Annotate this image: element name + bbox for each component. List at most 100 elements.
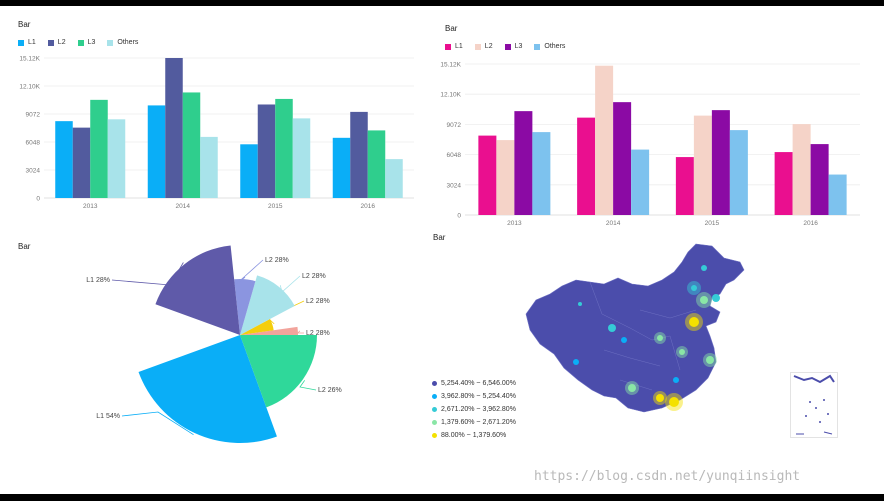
bottom-border — [0, 494, 884, 501]
bar2-xtick-label: 2016 — [803, 220, 818, 227]
bar2-ytick-label: 0 — [457, 213, 461, 220]
bar1-xtick-label: 2015 — [268, 203, 283, 210]
map-title: Bar — [433, 233, 446, 242]
bar1-legend-label: Others — [117, 39, 139, 46]
map-marker — [621, 337, 627, 343]
bar2-legend-label: L3 — [514, 43, 523, 50]
map-marker — [691, 285, 697, 291]
bar2-xtick-label: 2014 — [606, 220, 621, 227]
bar2-legend-label: L2 — [484, 43, 493, 50]
map-legend-dot — [432, 420, 437, 425]
bar1-bar-l3-2015 — [275, 98, 293, 198]
bar2-ytick-label: 3024 — [447, 182, 462, 189]
bar1-xtick-label: 2016 — [361, 203, 376, 210]
bar1-bar-l3-2014 — [182, 92, 201, 198]
map-legend-label: 2,671.20% ~ 3,962.80% — [441, 406, 516, 413]
bar1-ytick-label: 3024 — [26, 168, 41, 175]
map-marker — [669, 397, 679, 407]
pie-slice — [240, 326, 298, 335]
pie-slice-label: L2 28% — [302, 273, 326, 280]
bar2-bar-l1-2015 — [675, 157, 694, 215]
bar1-legend-item[interactable]: L1 — [18, 39, 36, 46]
bar2-title: Bar — [445, 24, 458, 33]
map-legend-item[interactable]: 5,254.40% ~ 6,546.00% — [432, 377, 516, 390]
bar2-legend-swatch — [534, 43, 541, 50]
map-marker — [689, 317, 699, 327]
bar1-ytick-label: 9072 — [26, 112, 41, 119]
map-legend-item[interactable]: 1,379.60% ~ 2,671.20% — [432, 416, 516, 429]
bar2-legend-label: Others — [544, 43, 566, 50]
map-marker — [712, 294, 720, 302]
bar2-legend-swatch — [474, 43, 481, 50]
bar2-legend-item[interactable]: L3 — [504, 43, 523, 50]
bar2-bar-l3-2013 — [514, 111, 533, 215]
bar1-legend-item[interactable]: Others — [107, 39, 138, 46]
pie-slice — [240, 275, 295, 335]
pie-label-line — [297, 330, 304, 334]
bar1-bar-others-2015 — [292, 118, 311, 198]
bar2-bar-l3-2015 — [711, 110, 730, 215]
bar2-bar-others-2015 — [729, 130, 748, 215]
map-legend-item[interactable]: 3,962.80% ~ 5,254.40% — [432, 390, 516, 403]
bar1-bar-l2-2014 — [165, 58, 183, 198]
map-marker — [701, 265, 707, 271]
bar1-legend-label: L1 — [28, 39, 36, 46]
bar2-legend-label: L1 — [455, 43, 463, 50]
pie-slice-label: L2 26% — [318, 387, 342, 394]
map-legend-label: 5,254.40% ~ 6,546.00% — [441, 380, 516, 387]
pie-label-line — [299, 380, 317, 391]
bar2-xtick-label: 2015 — [705, 220, 720, 227]
bar2-xtick-label: 2013 — [507, 220, 522, 227]
bar1-title: Bar — [18, 20, 31, 29]
bar1-bar-l3-2016 — [367, 130, 386, 198]
china-map — [525, 243, 745, 413]
bar1-ytick-label: 0 — [36, 196, 40, 203]
bar2-bar-l2-2013 — [496, 140, 515, 215]
bar1-legend-swatch — [47, 39, 54, 46]
bar2-bar-others-2014 — [631, 149, 650, 215]
bar2-bar-others-2013 — [532, 132, 551, 215]
bar1-xtick-label: 2014 — [176, 203, 191, 210]
bar1-bar-l1-2015 — [240, 144, 258, 198]
pie-slice-label: L2 28% — [306, 298, 330, 305]
bar1-legend-swatch — [77, 39, 84, 46]
bar2-legend-item[interactable]: Others — [534, 43, 565, 50]
bar2-bar-l3-2016 — [810, 144, 829, 215]
bar2-legend-item[interactable]: L2 — [474, 43, 493, 50]
pie-slice — [240, 319, 274, 335]
map-marker — [573, 359, 579, 365]
bar2-bar-l1-2016 — [774, 152, 793, 215]
bar2-bar-l1-2013 — [478, 135, 497, 215]
bar2-bar-l1-2014 — [577, 117, 596, 215]
bar1-ytick-label: 15.12K — [19, 56, 40, 63]
bar1-bar-others-2016 — [385, 159, 403, 198]
bar2-plot: 0 3024 6048 9072 12.10K 15.12K 2013 2014 2015 201… — [440, 62, 860, 227]
bar1-legend-label: L2 — [57, 39, 66, 46]
bar1-bar-l1-2014 — [147, 105, 166, 198]
map-legend-dot — [432, 407, 437, 412]
map-marker — [673, 377, 679, 383]
map-legend-dot — [432, 394, 437, 399]
bar1-bar-l1-2016 — [332, 137, 351, 198]
bar1-legend-swatch — [107, 39, 114, 46]
bar1-legend-swatch — [18, 39, 24, 46]
map-legend-dot — [432, 433, 437, 438]
bar1-legend: L1 L2 L3 Others — [18, 39, 138, 46]
bar1-plot: 0 3024 6048 9072 12.10K 15.12K 2013 2014 2015 201… — [19, 56, 414, 210]
bar1-ytick-label: 6048 — [26, 140, 41, 147]
map-marker — [679, 349, 685, 355]
map-legend-item[interactable]: 2,671.20% ~ 3,962.80% — [432, 403, 516, 416]
bar2-legend: L1 L2 L3 Others — [445, 43, 565, 50]
bar1-legend-item[interactable]: L2 — [47, 39, 66, 46]
bar2-ytick-label: 9072 — [447, 122, 462, 129]
bar2-ytick-label: 15.12K — [440, 62, 461, 69]
pie-slice-label: L2 28% — [265, 257, 289, 264]
pie-slice — [138, 335, 277, 443]
map-marker — [656, 394, 664, 402]
bar2-bar-l2-2014 — [595, 65, 614, 215]
bar2-legend-item[interactable]: L1 — [445, 43, 463, 50]
map-legend-item[interactable]: 88.00% ~ 1,379.60% — [432, 429, 516, 442]
bar1-legend-item[interactable]: L3 — [77, 39, 95, 46]
bar2-bar-others-2016 — [828, 174, 847, 215]
